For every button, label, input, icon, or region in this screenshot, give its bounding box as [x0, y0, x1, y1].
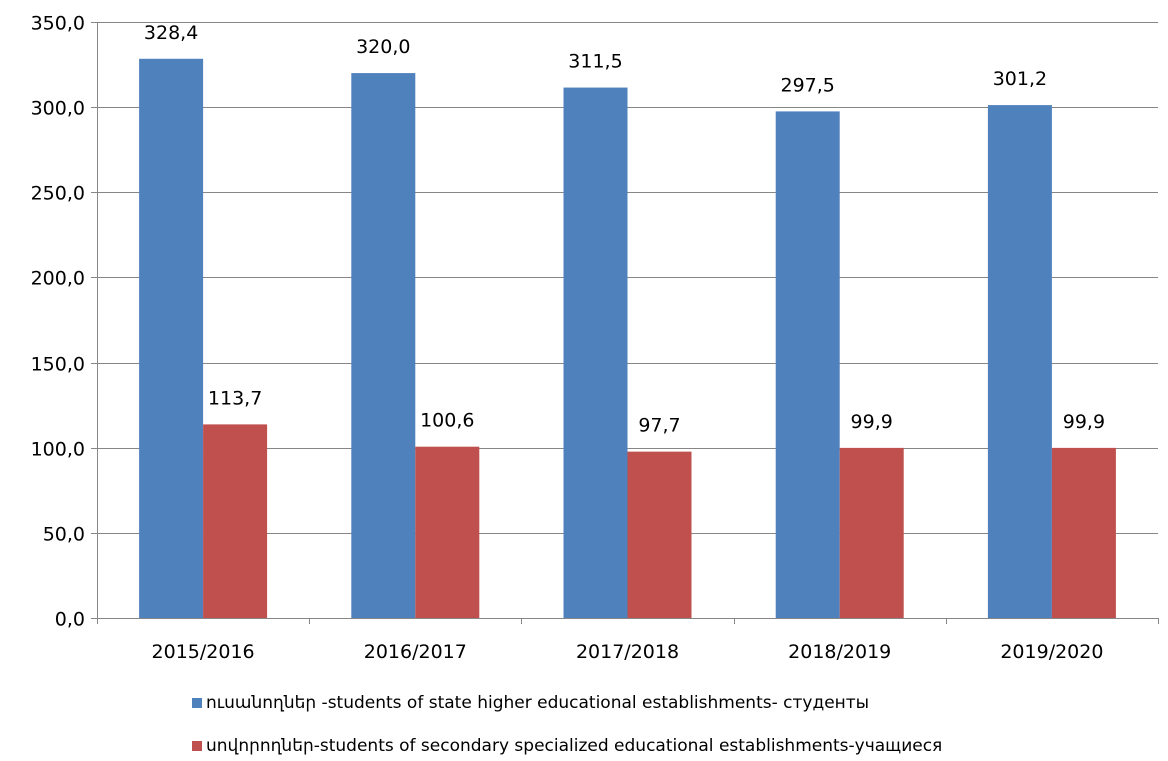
bar-students-secondary — [1051, 447, 1116, 618]
bar-students-higher — [775, 111, 840, 619]
x-tick-label: 2019/2020 — [1000, 641, 1103, 663]
data-label: 297,5 — [780, 74, 834, 96]
x-tick-label: 2018/2019 — [788, 641, 891, 663]
data-label: 301,2 — [993, 68, 1047, 90]
x-tick-label: 2017/2018 — [576, 641, 679, 663]
legend-item-students-secondary: սովորողներ-students of secondary special… — [192, 736, 942, 756]
y-tick-label: 250,0 — [31, 183, 85, 205]
y-tick-label: 200,0 — [31, 268, 85, 290]
data-label: 97,7 — [638, 415, 680, 437]
y-tick-label: 300,0 — [31, 98, 85, 120]
y-tick-label: 50,0 — [43, 524, 85, 546]
y-tick-label: 150,0 — [31, 354, 85, 376]
bar-students-secondary — [627, 451, 692, 618]
legend-label-students-higher: ուսանողներ -students of state higher edu… — [206, 693, 870, 713]
bar-students-higher — [139, 58, 204, 618]
bar-students-secondary — [839, 447, 904, 618]
bar-students-higher — [987, 105, 1052, 618]
bar-students-secondary — [415, 446, 480, 618]
data-label: 113,7 — [208, 387, 262, 409]
data-label: 328,4 — [144, 22, 198, 44]
legend-swatch-blue — [192, 698, 202, 708]
data-label: 320,0 — [356, 36, 410, 58]
y-tick-label: 350,0 — [31, 13, 85, 35]
legend-swatch-red — [192, 741, 202, 751]
legend-item-students-higher: ուսանողներ -students of state higher edu… — [192, 693, 869, 713]
bar-students-higher — [351, 73, 416, 619]
y-tick-label: 0,0 — [55, 609, 85, 631]
x-tick-label: 2016/2017 — [364, 641, 467, 663]
y-tick-label: 100,0 — [31, 439, 85, 461]
data-label: 99,9 — [1063, 411, 1105, 433]
legend-label-students-secondary: սովորողներ-students of secondary special… — [206, 736, 943, 756]
bar-students-higher — [563, 87, 628, 618]
bar-students-secondary — [203, 424, 268, 618]
data-label: 99,9 — [851, 411, 893, 433]
bar-chart-plot: 328,4 320,0 311,5 297,5 301,2 113,7 100,6 97,7 9… — [31, 13, 1159, 663]
data-label: 311,5 — [568, 51, 622, 73]
data-label: 100,6 — [420, 410, 474, 432]
x-tick-label: 2015/2016 — [152, 641, 255, 663]
